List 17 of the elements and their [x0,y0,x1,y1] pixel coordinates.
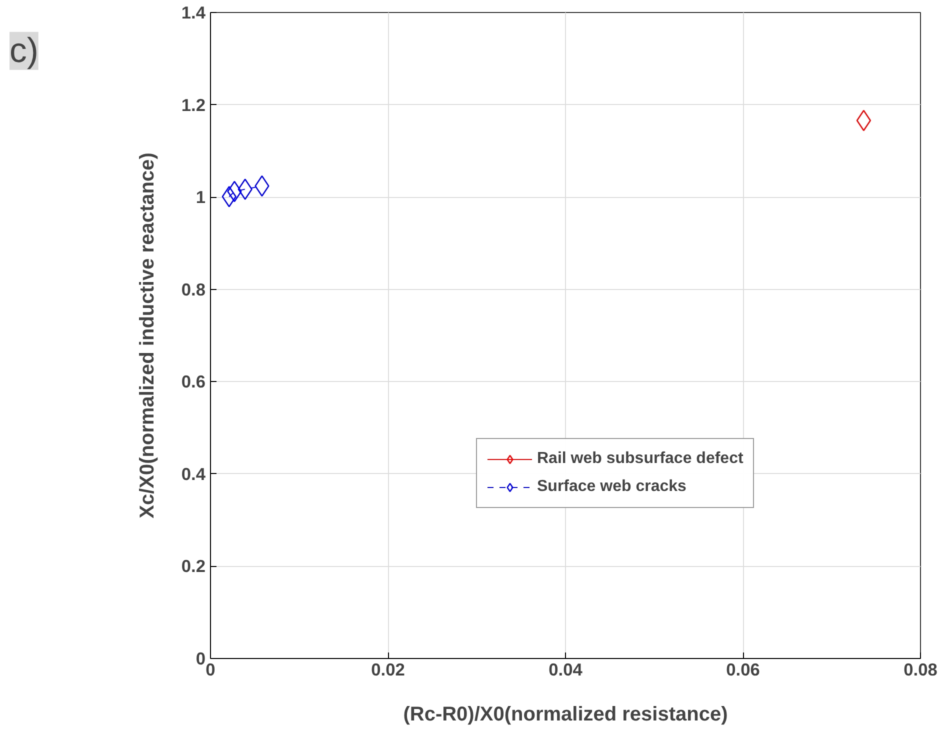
x-tick-label: 0.06 [726,660,760,680]
point [856,110,872,132]
y-tick-label: 1.2 [181,94,206,115]
legend-label: Rail web subsurface defect [537,450,744,468]
text: c) [10,32,38,70]
x-tick-label: 0.04 [548,660,583,680]
y-tick-label: 1 [196,187,206,208]
y-tick-label: 0.2 [181,556,206,576]
legend-label: Surface web cracks [537,478,686,496]
x-tick-label: 0.02 [371,660,405,680]
y-tick-label: 0.6 [181,372,206,392]
x-tick-label: 0.08 [904,660,938,680]
y-tick-label: 0.4 [181,464,206,484]
y-tick-label: 0.8 [181,279,206,300]
y-tick-label: 1.4 [181,2,206,22]
y-axis-title: Xc/X0(normalized inductive reactance) [136,152,158,518]
x-axis-title: (Rc-R0)/X0(normalized resistance) [403,704,728,726]
